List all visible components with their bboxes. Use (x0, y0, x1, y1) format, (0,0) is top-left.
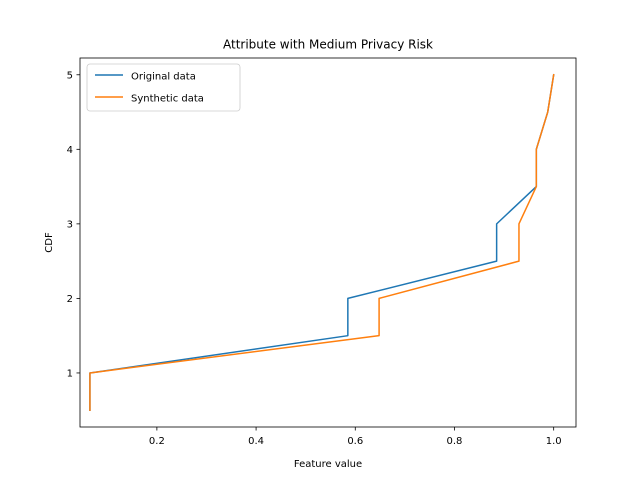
y-tick-label: 3 (67, 219, 73, 230)
x-tick-label: 1.0 (546, 436, 562, 447)
plot-area (89, 73, 555, 411)
y-axis: 1 2 3 4 5 (67, 70, 80, 379)
x-tick-label: 0.4 (248, 436, 264, 447)
y-tick-label: 1 (67, 368, 73, 379)
x-axis: 0.2 0.4 0.6 0.8 1.0 (149, 427, 562, 447)
legend: Original data Synthetic data (86, 63, 241, 112)
y-axis-label: CDF (44, 232, 55, 253)
x-tick-label: 0.8 (447, 436, 463, 447)
axes-frame (79, 57, 577, 428)
chart-title: Attribute with Medium Privacy Risk (223, 38, 433, 52)
series-line-synthetic (89, 73, 555, 411)
legend-label-synthetic: Synthetic data (131, 94, 204, 105)
legend-box (86, 63, 241, 112)
x-axis-label: Feature value (294, 459, 362, 470)
y-tick-label: 4 (67, 145, 73, 156)
x-tick-label: 0.2 (149, 436, 165, 447)
y-tick-label: 2 (67, 294, 73, 305)
x-tick-label: 0.6 (347, 436, 363, 447)
y-tick-label: 5 (67, 70, 73, 81)
legend-label-original: Original data (131, 72, 196, 83)
